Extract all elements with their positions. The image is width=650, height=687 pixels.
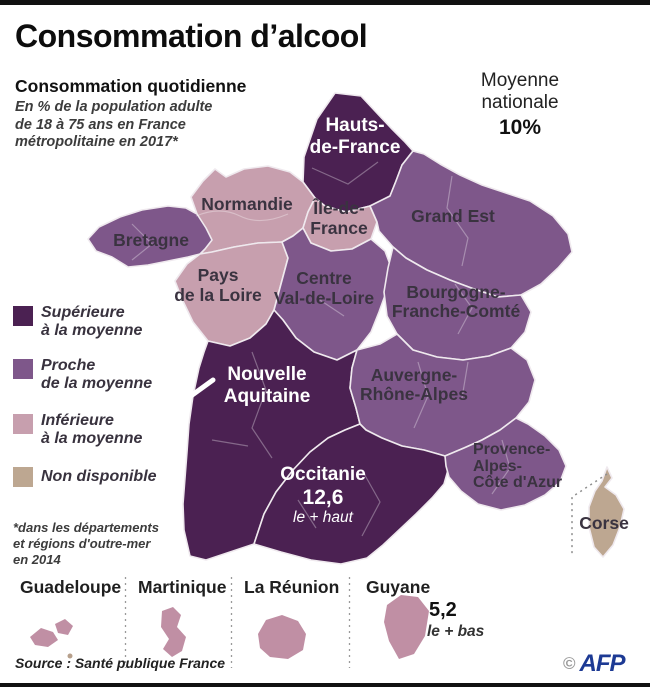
description-line: métropolitaine en 2017*	[15, 134, 178, 150]
guyane-value: 5,2	[429, 599, 457, 621]
region-label-nouvelle-aquitaine: Nouvelle Aquitaine	[223, 364, 311, 407]
corse-separator-line	[571, 473, 608, 557]
legend-swatch-non-disponible	[13, 467, 33, 487]
guyane-note: le + bas	[427, 623, 485, 640]
guyane-island	[384, 595, 429, 659]
legend-swatch-inferieure	[13, 414, 33, 434]
overseas-label-guadeloupe: Guadeloupe	[20, 577, 122, 597]
legend-label: Inférieure à la moyenne	[41, 412, 143, 447]
overseas-label-la-reunion: La Réunion	[244, 577, 340, 597]
legend-label: Non disponible	[41, 468, 157, 485]
region-label-provence-alpes-cote-d-azur: Provence- Alpes- Côte d'Azur	[473, 441, 563, 491]
copyright-symbol: ©	[563, 654, 576, 673]
overseas-label-guyane: Guyane	[366, 577, 431, 597]
region-label-ile-de-france: Île-de- France	[310, 198, 368, 238]
legend-item-proche: Proche de la moyenne	[13, 357, 152, 392]
legend-swatch-proche	[13, 359, 33, 379]
legend-label: Supérieure à la moyenne	[41, 304, 143, 339]
region-label-normandie: Normandie	[201, 194, 293, 214]
guadeloupe-islet	[67, 653, 73, 659]
region-label-grand-est: Grand Est	[411, 206, 495, 226]
subtitle: Consommation quotidienne	[15, 76, 247, 96]
afp-credit: © AFP	[563, 650, 626, 678]
description-line: En % de la population adulte	[15, 99, 213, 115]
national-average-value: 10%	[498, 116, 542, 139]
top-border-bar	[0, 0, 650, 5]
afp-logo: AFP	[579, 650, 626, 677]
national-average-label: nationale	[481, 92, 559, 113]
legend-label: Proche de la moyenne	[41, 357, 153, 392]
occitanie-value: 12,6	[302, 486, 344, 509]
internal-boundaries	[131, 161, 511, 537]
gironde-estuary	[181, 377, 216, 404]
region-corse-shape	[588, 466, 625, 558]
legend-item-superieure: Supérieure à la moyenne	[13, 304, 142, 339]
region-label-hauts-de-france: Hauts- de-France	[309, 115, 401, 158]
region-label-bretagne: Bretagne	[113, 230, 189, 250]
la-reunion-island	[258, 615, 306, 659]
guadeloupe-island	[55, 619, 73, 635]
region-bretagne-shape	[87, 205, 213, 268]
national-average: Moyenne nationale 10%	[455, 70, 585, 140]
guadeloupe-island	[30, 628, 58, 647]
region-provence-alpes-cote-d-azur-shape	[444, 417, 567, 511]
region-occitanie-shape	[253, 423, 449, 565]
description: En % de la population adulte de 18 à 75 …	[15, 99, 212, 152]
bottom-border-bar	[0, 683, 650, 687]
national-average-label: Moyenne	[480, 70, 560, 91]
legend-item-non-disponible: Non disponible	[13, 465, 157, 487]
region-label-auvergne-rhone-alpes: Auvergne- Rhône-Alpes	[360, 365, 468, 404]
legend-item-inferieure: Inférieure à la moyenne	[13, 412, 142, 447]
region-label-occitanie: Occitanie 12,6 le + haut	[280, 464, 366, 526]
overseas-label-martinique: Martinique	[138, 577, 227, 597]
occitanie-note: le + haut	[293, 509, 353, 526]
page-title: Consommation d’alcool	[15, 18, 368, 54]
region-label-pays-de-la-loire: Pays de la Loire	[174, 265, 262, 305]
legend-swatch-superieure	[13, 306, 33, 326]
source-credit: Source : Santé publique France	[15, 655, 226, 671]
region-label-centre-val-de-loire: Centre Val-de-Loire	[273, 268, 375, 308]
description-line: de 18 à 75 ans en France	[15, 116, 186, 133]
region-label-bourgogne-franche-comte: Bourgogne- Franche-Comté	[391, 282, 521, 321]
martinique-island	[161, 607, 186, 657]
footnote: *dans les départements et régions d'outr…	[13, 520, 159, 567]
region-label-corse: Corse	[579, 513, 629, 533]
